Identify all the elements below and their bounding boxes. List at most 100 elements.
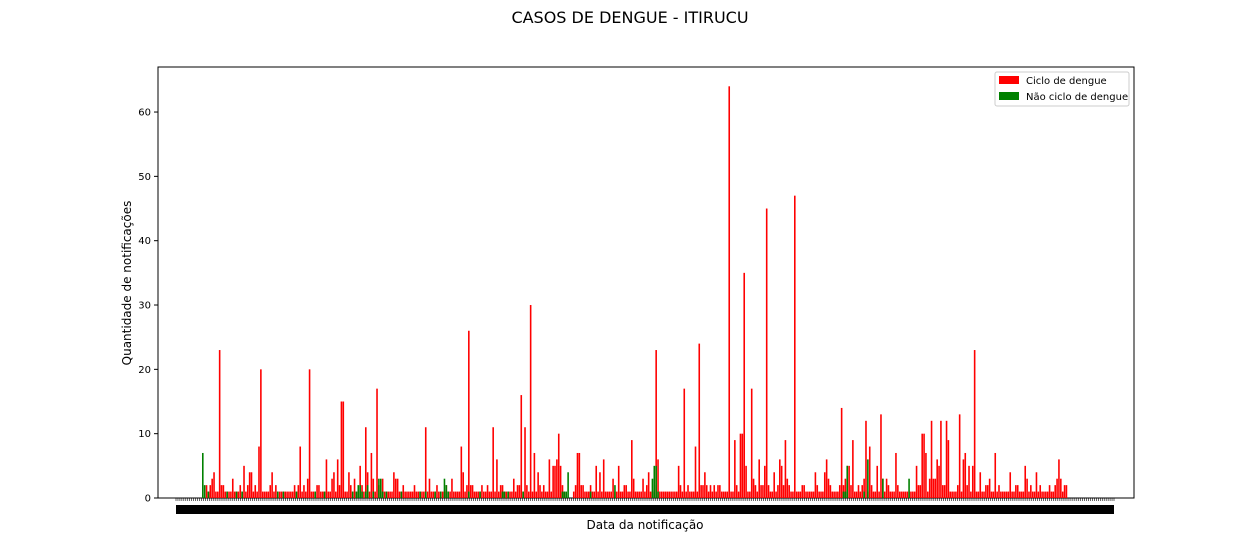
- bar-ciclo-450: [1045, 491, 1047, 498]
- bar-ciclo-239: [649, 491, 652, 498]
- bar-ciclo-367: [889, 491, 892, 498]
- bar-ciclo-327: [814, 472, 817, 498]
- bar-ciclo-285: [735, 485, 738, 498]
- legend-box: [994, 71, 1130, 107]
- y-tick-label-0: 0: [145, 494, 151, 505]
- bar-ciclo-342: [842, 485, 845, 498]
- bar-ciclo-183: [544, 491, 547, 498]
- bar-ciclo-299: [762, 485, 764, 498]
- bar-nao-ciclo-116: [419, 491, 421, 498]
- bar-ciclo-68: [329, 491, 331, 498]
- bar-ciclo-432: [1011, 491, 1013, 498]
- bar-ciclo-26: [250, 472, 253, 498]
- bar-ciclo-248: [666, 491, 669, 498]
- bar-ciclo-232: [636, 491, 639, 498]
- bar-ciclo-12: [224, 491, 227, 498]
- bar-ciclo-190: [557, 433, 560, 498]
- bar-ciclo-346: [850, 485, 852, 498]
- bar-nao-ciclo-355: [867, 459, 869, 498]
- bar-ciclo-227: [627, 491, 629, 498]
- bar-ciclo-343: [844, 478, 847, 498]
- bar-ciclo-30: [258, 446, 260, 498]
- bar-ciclo-284: [734, 440, 736, 498]
- bar-ciclo-90: [370, 452, 373, 498]
- bar-ciclo-11: [222, 485, 225, 498]
- bar-ciclo-358: [872, 491, 875, 498]
- bar-ciclo-147: [477, 491, 479, 498]
- bar-ciclo-448: [1041, 491, 1043, 498]
- bar-ciclo-222: [617, 465, 620, 498]
- bar-ciclo-357: [870, 485, 873, 498]
- bar-ciclo-118: [423, 491, 425, 498]
- bar-ciclo-185: [548, 459, 551, 498]
- bar-ciclo-234: [640, 491, 642, 498]
- bar-ciclo-45: [286, 491, 288, 498]
- bar-ciclo-200: [576, 452, 579, 498]
- bar-ciclo-213: [601, 491, 603, 498]
- bar-ciclo-418: [985, 485, 987, 498]
- bar-ciclo-298: [760, 485, 762, 498]
- bar-ciclo-337: [833, 491, 835, 498]
- bar-nao-ciclo-88: [366, 485, 369, 498]
- bar-ciclo-333: [825, 459, 828, 498]
- bar-nao-ciclo-243: [657, 491, 659, 498]
- bar-ciclo-164: [509, 491, 511, 498]
- bar-ciclo-373: [900, 491, 903, 498]
- bar-ciclo-297: [758, 459, 760, 498]
- bar-ciclo-336: [831, 491, 834, 498]
- bar-ciclo-323: [807, 491, 809, 498]
- bar-ciclo-276: [719, 485, 721, 498]
- bar-ciclo-89: [368, 491, 371, 498]
- bar-ciclo-332: [823, 472, 826, 498]
- bar-ciclo-414: [977, 491, 980, 498]
- bar-nao-ciclo-195: [567, 472, 569, 498]
- bar-ciclo-385: [923, 433, 925, 498]
- bar-ciclo-192: [561, 485, 564, 498]
- bar-ciclo-380: [913, 491, 916, 498]
- y-tick-label-50: 50: [138, 172, 151, 183]
- bar-ciclo-107: [402, 485, 405, 498]
- bar-ciclo-169: [518, 485, 521, 498]
- bar-ciclo-359: [874, 491, 877, 498]
- bar-ciclo-378: [910, 491, 912, 498]
- bar-ciclo-109: [406, 491, 408, 498]
- bar-nao-ciclo-192: [561, 491, 564, 498]
- bar-ciclo-14: [228, 491, 230, 498]
- bar-ciclo-117: [421, 491, 423, 498]
- bar-ciclo-329: [818, 491, 820, 498]
- bar-ciclo-283: [732, 491, 734, 498]
- bar-nao-ciclo-130: [445, 485, 448, 498]
- bar-ciclo-29: [256, 491, 258, 498]
- bar-ciclo-405: [960, 491, 963, 498]
- bar-ciclo-202: [580, 485, 583, 498]
- bar-ciclo-225: [623, 485, 626, 498]
- bar-ciclo-175: [529, 305, 532, 498]
- bar-ciclo-334: [827, 478, 830, 498]
- bar-ciclo-426: [1000, 491, 1002, 498]
- bar-ciclo-460: [1063, 485, 1066, 498]
- bar-ciclo-207: [589, 485, 592, 498]
- bar-ciclo-44: [284, 491, 287, 498]
- bar-ciclo-399: [949, 491, 952, 498]
- bar-ciclo-242: [655, 350, 657, 498]
- bar-ciclo-275: [717, 485, 719, 498]
- bar-ciclo-407: [964, 452, 967, 498]
- bar-ciclo-233: [638, 491, 641, 498]
- bar-ciclo-99: [387, 491, 390, 498]
- bar-ciclo-7: [215, 491, 217, 498]
- bar-ciclo-340: [838, 485, 841, 498]
- bar-ciclo-226: [625, 485, 627, 498]
- bar-ciclo-184: [546, 491, 549, 498]
- bar-ciclo-126: [438, 491, 440, 498]
- bar-ciclo-152: [486, 485, 489, 498]
- bar-nao-ciclo-0: [202, 452, 204, 498]
- bar-ciclo-157: [496, 459, 498, 498]
- bar-ciclo-108: [404, 491, 406, 498]
- bar-ciclo-427: [1001, 491, 1004, 498]
- bar-ciclo-236: [644, 491, 646, 498]
- bar-ciclo-435: [1016, 485, 1019, 498]
- bar-ciclo-206: [587, 491, 590, 498]
- series-ciclo-de-dengue: [205, 86, 1068, 499]
- bar-ciclo-445: [1035, 472, 1038, 498]
- bar-ciclo-438: [1022, 491, 1025, 498]
